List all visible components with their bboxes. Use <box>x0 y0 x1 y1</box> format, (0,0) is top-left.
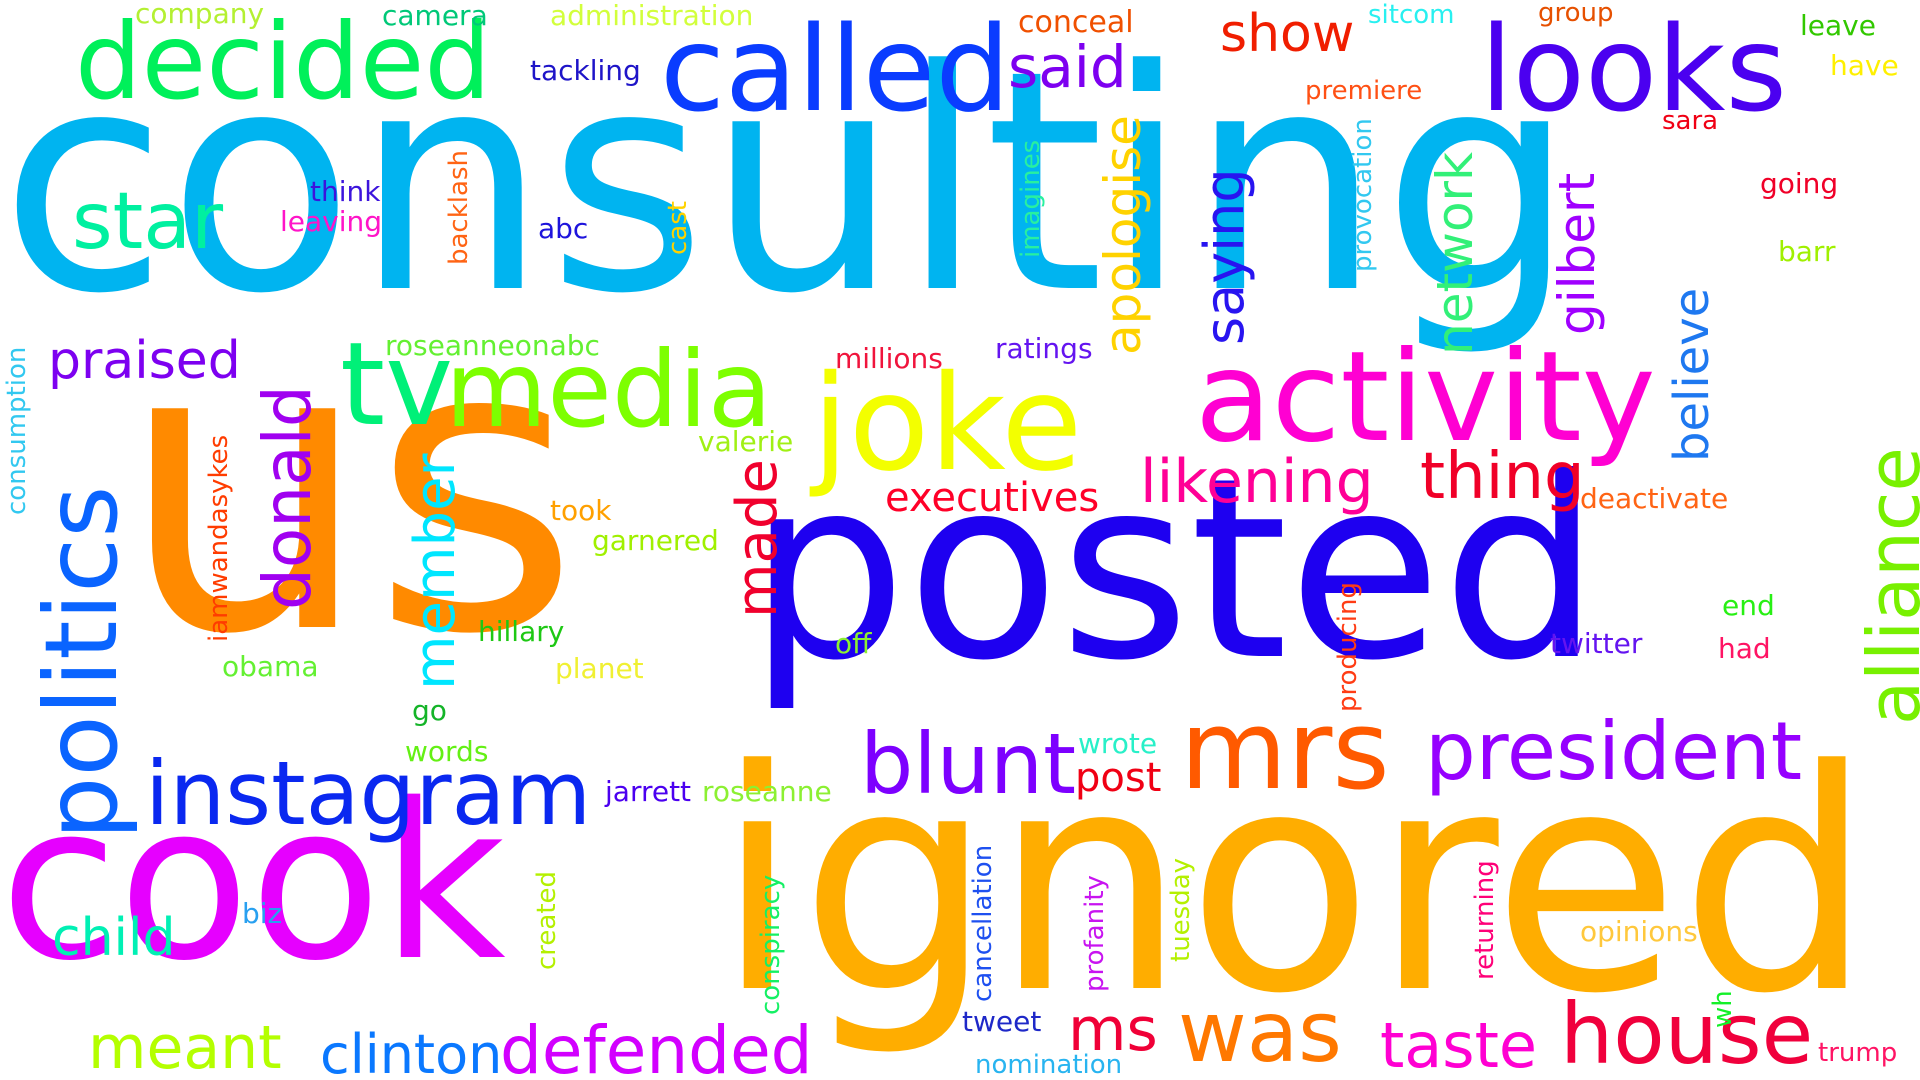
word-have: have <box>1830 49 1899 82</box>
word-camera: camera <box>382 0 488 32</box>
word-cook: cook <box>0 757 506 1008</box>
word-opinions: opinions <box>1580 915 1698 948</box>
word-think: think <box>310 175 381 208</box>
word-activity: activity <box>1195 325 1656 470</box>
word-conceal: conceal <box>1018 5 1134 40</box>
word-biz: biz <box>242 897 283 930</box>
word-sitcom: sitcom <box>1368 0 1455 30</box>
word-planet: planet <box>555 652 644 685</box>
word-roseanneonabc: roseanneonabc <box>385 329 600 362</box>
word-abc: abc <box>538 212 589 245</box>
word-sara: sara <box>1662 106 1719 136</box>
word-alliance: alliance <box>1852 447 1920 725</box>
word-premiere: premiere <box>1305 76 1423 106</box>
word-looks: looks <box>1480 0 1787 138</box>
word-leave: leave <box>1800 9 1876 42</box>
word-administration: administration <box>550 0 754 32</box>
word-mrs: mrs <box>1180 686 1390 814</box>
word-executives: executives <box>885 475 1100 521</box>
word-decided: decided <box>75 1 492 123</box>
word-barr: barr <box>1778 235 1836 268</box>
word-deactivate: deactivate <box>1580 482 1729 515</box>
word-saying: saying <box>1193 168 1256 345</box>
word-iamwandasykes: iamwandasykes <box>204 434 234 642</box>
word-ignored: ignored <box>715 705 1874 1060</box>
word-go: go <box>412 694 447 727</box>
word-defended: defended <box>500 1012 813 1080</box>
word-leaving: leaving <box>280 205 383 238</box>
word-obama: obama <box>222 650 319 683</box>
word-apologise: apologise <box>1094 115 1152 355</box>
word-words: words <box>405 735 489 768</box>
word-donald: donald <box>249 385 326 610</box>
word-created: created <box>532 870 562 970</box>
word-tackling: tackling <box>530 54 641 87</box>
word-taste: taste <box>1380 1009 1538 1080</box>
word-nomination: nomination <box>975 1050 1123 1080</box>
word-joke: joke <box>812 347 1083 501</box>
word-thing: thing <box>1420 440 1585 514</box>
word-show: show <box>1220 4 1355 64</box>
word-media: media <box>445 329 773 451</box>
word-consulting: consulting <box>0 5 1576 360</box>
word-politics: politics <box>23 485 140 840</box>
word-wrote: wrote <box>1078 727 1158 760</box>
word-president: president <box>1425 705 1803 798</box>
word-was: was <box>1178 983 1342 1080</box>
word-network: network <box>1426 151 1484 355</box>
word-backlash: backlash <box>444 150 474 265</box>
word-off: off <box>835 627 872 660</box>
word-valerie: valerie <box>698 425 794 458</box>
word-returning: returning <box>1470 860 1500 980</box>
word-garnered: garnered <box>592 524 719 557</box>
word-wh: wh <box>1708 990 1738 1028</box>
word-blunt: blunt <box>860 715 1077 813</box>
word-member: member <box>403 453 468 690</box>
word-millions: millions <box>835 342 943 375</box>
word-called: called <box>660 0 1011 138</box>
word-imagines: imagines <box>1016 139 1046 258</box>
word-cast: cast <box>663 201 693 255</box>
word-profanity: profanity <box>1080 875 1110 992</box>
word-tweet: tweet <box>962 1005 1042 1038</box>
word-star: star <box>72 177 224 267</box>
word-conspiracy: conspiracy <box>756 874 786 1015</box>
word-end: end <box>1722 589 1775 622</box>
word-likening: likening <box>1140 447 1374 517</box>
word-company: company <box>135 0 265 30</box>
word-hillary: hillary <box>478 615 565 648</box>
word-producing: producing <box>1333 581 1363 712</box>
word-took: took <box>550 494 612 527</box>
word-posted: posted <box>748 424 1601 715</box>
word-twitter: twitter <box>1550 627 1643 660</box>
word-had: had <box>1718 632 1771 665</box>
word-us: us <box>118 257 580 722</box>
word-tv: tv <box>340 318 454 452</box>
word-ratings: ratings <box>995 332 1093 365</box>
word-said: said <box>1008 33 1127 101</box>
word-provocation: provocation <box>1348 118 1378 272</box>
word-believe: believe <box>1664 287 1720 462</box>
word-jarrett: jarrett <box>605 775 692 808</box>
word-house: house <box>1560 985 1814 1080</box>
word-made: made <box>725 459 790 618</box>
word-ms: ms <box>1068 995 1158 1065</box>
word-roseanne: roseanne <box>702 775 832 808</box>
word-group: group <box>1538 0 1614 28</box>
word-child: child <box>52 908 176 968</box>
word-meant: meant <box>88 1013 282 1080</box>
word-cancellation: cancellation <box>968 844 998 1002</box>
word-instagram: instagram <box>145 742 592 845</box>
word-clinton: clinton <box>320 1023 503 1080</box>
word-tuesday: tuesday <box>1166 857 1196 962</box>
word-consumption: consumption <box>2 346 32 515</box>
word-gilbert: gilbert <box>1548 172 1606 335</box>
word-praised: praised <box>48 331 241 391</box>
word-post: post <box>1075 755 1162 801</box>
word-trump: trump <box>1818 1038 1898 1068</box>
word-going: going <box>1760 167 1839 200</box>
